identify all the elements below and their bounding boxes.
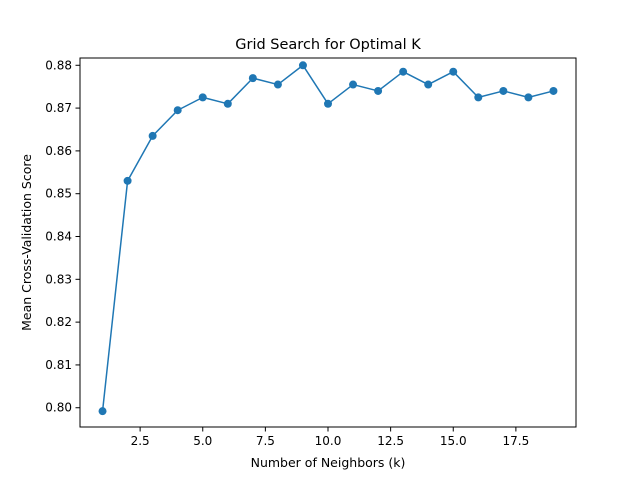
y-tick-label: 0.80 — [45, 401, 72, 415]
x-tick-label: 17.5 — [503, 434, 530, 448]
data-point — [524, 93, 533, 102]
y-tick-label: 0.82 — [45, 315, 72, 329]
x-axis-ticks: 2.5 5.0 7.5 10.0 12.5 15.0 17.5 — [131, 427, 530, 448]
data-point — [549, 86, 558, 95]
data-point — [424, 80, 433, 89]
data-point — [148, 131, 157, 140]
x-axis-label: Number of Neighbors (k) — [251, 455, 406, 470]
chart-title: Grid Search for Optimal K — [235, 37, 421, 53]
y-tick-label: 0.86 — [45, 144, 72, 158]
y-tick-label: 0.85 — [45, 187, 72, 201]
data-point — [474, 93, 483, 102]
y-tick-label: 0.83 — [45, 272, 72, 286]
x-tick-label: 5.0 — [193, 434, 212, 448]
y-tick-label: 0.81 — [45, 358, 72, 372]
data-point — [98, 407, 107, 416]
x-tick-label: 10.0 — [315, 434, 342, 448]
data-point — [123, 176, 132, 185]
series-layer — [98, 61, 558, 416]
data-point — [399, 67, 408, 76]
x-tick-label: 12.5 — [377, 434, 404, 448]
y-axis-label: Mean Cross-Validation Score — [19, 154, 34, 331]
y-tick-label: 0.88 — [45, 58, 72, 72]
data-point — [374, 86, 383, 95]
y-axis-ticks: 0.80 0.81 0.82 0.83 0.84 0.85 0.86 0.87 0.88 — [45, 58, 80, 415]
data-point — [223, 99, 232, 108]
plot-area — [80, 58, 576, 427]
y-tick-label: 0.84 — [45, 230, 72, 244]
y-tick-label: 0.87 — [45, 101, 72, 115]
data-point — [324, 99, 332, 108]
data-point — [449, 67, 458, 76]
x-tick-label: 2.5 — [131, 434, 150, 448]
data-point — [499, 86, 508, 95]
axes-frame — [79, 57, 577, 428]
data-point — [248, 74, 257, 83]
x-tick-label: 15.0 — [440, 434, 467, 448]
x-tick-label: 7.5 — [256, 434, 275, 448]
data-point — [298, 61, 307, 70]
data-point — [273, 80, 282, 89]
data-point — [349, 80, 358, 89]
data-point — [198, 93, 207, 102]
data-point — [173, 106, 182, 115]
